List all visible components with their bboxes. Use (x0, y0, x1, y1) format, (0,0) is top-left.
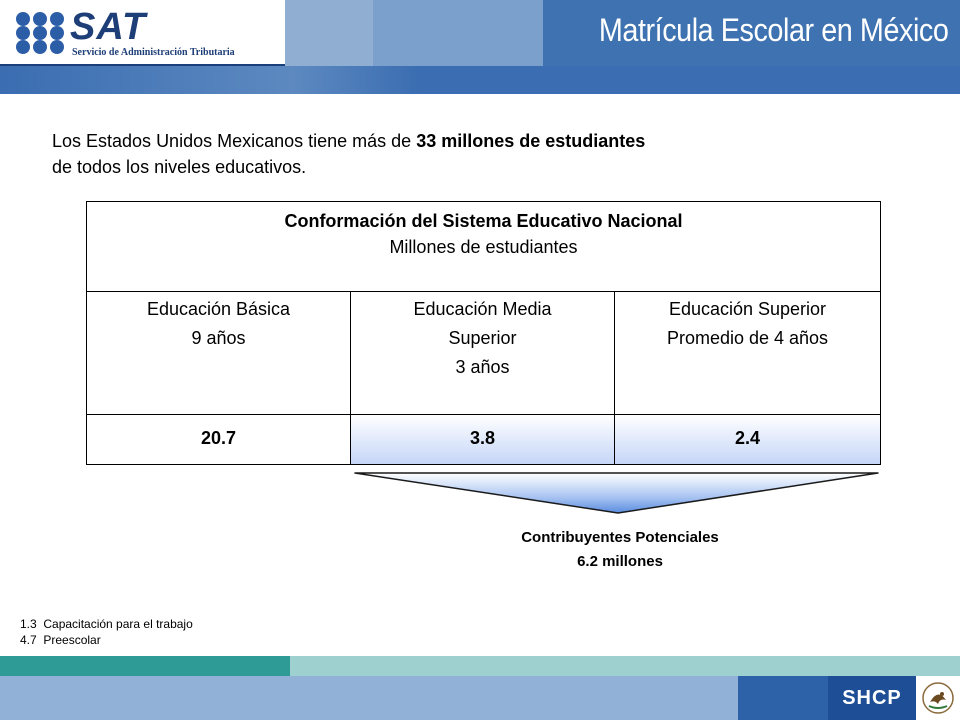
category-label: Educación Básica (146, 299, 291, 319)
intro-bold: 33 millones de estudiantes (416, 131, 646, 151)
footer-band (0, 656, 290, 676)
shcp-logo: SHCP (828, 676, 916, 720)
header-band (285, 0, 373, 66)
intro-part2: de todos los niveles educativos. (52, 157, 307, 177)
contributors-label: Contribuyentes Potenciales (521, 529, 719, 546)
contributors-summary: Contribuyentes Potenciales 6.2 millones (440, 526, 800, 574)
table-header: Conformación del Sistema Educativo Nacio… (87, 202, 880, 292)
value-basica: 20.7 (87, 415, 351, 464)
footnotes: 1.3 Capacitación para el trabajo 4.7 Pre… (20, 616, 193, 648)
footer-band (290, 656, 960, 676)
category-label: 3 años (455, 357, 510, 377)
footer-bar-accent (738, 676, 828, 720)
footnote: 4.7 Preescolar (20, 633, 101, 647)
category-basica: Educación Básica 9 años (87, 292, 351, 415)
header: SAT Servicio de Administración Tributari… (0, 0, 960, 66)
footnote: 1.3 Capacitación para el trabajo (20, 617, 193, 631)
mexico-emblem (916, 676, 960, 720)
page-title: Matrícula Escolar en México (598, 12, 948, 48)
table-subtitle: Millones de estudiantes (389, 237, 578, 257)
footer-bar (0, 676, 738, 720)
funnel-arrow-icon (354, 472, 879, 514)
header-band (373, 0, 543, 66)
sat-logo-icon (0, 12, 285, 66)
value-media-superior: 3.8 (351, 415, 615, 464)
category-media-superior: Educación Media Superior 3 años (351, 292, 615, 415)
intro-part1: Los Estados Unidos Mexicanos tiene más d… (52, 131, 417, 151)
header-bar-gradient (0, 66, 420, 94)
education-table: Conformación del Sistema Educativo Nacio… (86, 201, 881, 465)
table-title: Conformación del Sistema Educativo Nacio… (284, 211, 683, 231)
category-superior: Educación Superior Promedio de 4 años (615, 292, 880, 415)
intro-text: Los Estados Unidos Mexicanos tiene más d… (52, 128, 872, 180)
category-label: 9 años (191, 328, 246, 348)
category-label: Educación Media (413, 299, 552, 319)
sat-logo-text: SAT (70, 6, 147, 48)
contributors-value: 6.2 millones (577, 553, 663, 570)
value-superior: 2.4 (615, 415, 880, 464)
category-label: Educación Superior (668, 299, 827, 319)
header-band (543, 0, 960, 66)
category-label: Superior (448, 328, 517, 348)
eagle-emblem-icon (922, 682, 954, 714)
category-label: Promedio de 4 años (666, 328, 829, 348)
sat-logo-subtitle: Servicio de Administración Tributaria (72, 47, 235, 58)
sat-logo: SAT Servicio de Administración Tributari… (0, 0, 285, 66)
